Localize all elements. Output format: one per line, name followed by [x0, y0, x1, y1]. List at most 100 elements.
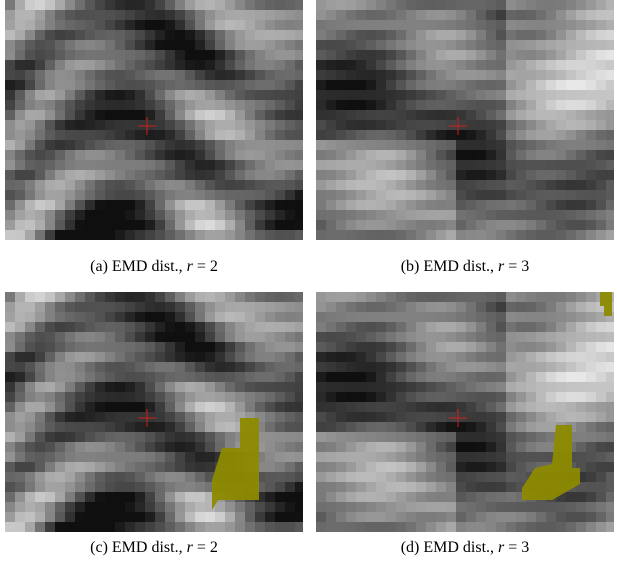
pixel	[356, 80, 366, 90]
pixel	[235, 70, 245, 80]
pixel	[5, 472, 15, 482]
pixel	[75, 200, 85, 210]
pixel	[135, 10, 145, 20]
pixel	[115, 302, 125, 312]
pixel	[456, 100, 466, 110]
caption-variable: r	[498, 539, 505, 556]
pixel	[556, 0, 566, 10]
pixel	[245, 402, 255, 412]
pixel	[506, 432, 516, 442]
pixel	[346, 312, 356, 322]
pixel	[496, 10, 506, 20]
pixel	[566, 10, 576, 20]
pixel	[566, 80, 576, 90]
pixel	[386, 180, 396, 190]
pixel	[75, 150, 85, 160]
pixel	[506, 220, 516, 230]
pixel	[436, 80, 446, 90]
pixel	[586, 10, 596, 20]
pixel	[476, 10, 486, 20]
pixel	[145, 140, 155, 150]
pixel	[5, 130, 15, 140]
pixel	[356, 412, 366, 422]
pixel	[586, 100, 596, 110]
pixel	[396, 522, 406, 532]
pixel	[596, 200, 606, 210]
pixel	[416, 292, 426, 302]
pixel	[426, 230, 436, 240]
pixel	[245, 40, 255, 50]
pixel	[155, 352, 165, 362]
pixel	[45, 140, 55, 150]
pixel	[25, 40, 35, 50]
pixel	[566, 372, 576, 382]
pixel	[576, 332, 586, 342]
pixel	[45, 150, 55, 160]
pixel	[165, 80, 175, 90]
pixel	[145, 462, 155, 472]
pixel	[386, 80, 396, 90]
pixel	[135, 90, 145, 100]
pixel	[536, 120, 546, 130]
pixel	[275, 190, 285, 200]
pixel	[275, 80, 285, 90]
pixel	[346, 100, 356, 110]
pixel	[295, 40, 303, 50]
pixel	[546, 322, 556, 332]
pixel	[406, 230, 416, 240]
pixel	[466, 110, 476, 120]
pixel	[596, 482, 606, 492]
pixel	[175, 50, 185, 60]
pixel	[456, 322, 466, 332]
pixel	[366, 210, 376, 220]
pixel	[95, 10, 105, 20]
pixel	[556, 502, 566, 512]
pixel	[326, 342, 336, 352]
pixel	[316, 130, 326, 140]
pixel	[526, 200, 536, 210]
pixel	[255, 40, 265, 50]
pixel	[546, 10, 556, 20]
pixel	[476, 170, 486, 180]
pixel	[506, 200, 516, 210]
pixel	[155, 452, 165, 462]
pixel	[255, 352, 265, 362]
pixel	[526, 180, 536, 190]
pixel	[245, 180, 255, 190]
pixel	[95, 80, 105, 90]
pixel	[215, 170, 225, 180]
pixel	[456, 230, 466, 240]
pixel	[326, 432, 336, 442]
pixel	[195, 412, 205, 422]
pixel	[15, 382, 25, 392]
pixel	[225, 512, 235, 522]
pixel	[55, 40, 65, 50]
pixel	[596, 352, 606, 362]
pixel	[316, 352, 326, 362]
pixel	[95, 402, 105, 412]
pixel	[295, 372, 303, 382]
pixel	[606, 190, 614, 200]
pixel	[55, 362, 65, 372]
pixel	[45, 372, 55, 382]
pixel	[285, 80, 295, 90]
pixel	[275, 302, 285, 312]
pixel	[596, 100, 606, 110]
pixel	[5, 20, 15, 30]
pixel	[446, 80, 456, 90]
pixel	[346, 392, 356, 402]
pixel	[466, 90, 476, 100]
pixel	[75, 342, 85, 352]
pixel	[426, 502, 436, 512]
pixel	[356, 392, 366, 402]
pixel	[526, 50, 536, 60]
pixel	[486, 140, 496, 150]
pixel	[516, 362, 526, 372]
pixel	[85, 160, 95, 170]
pixel	[596, 512, 606, 522]
pixel	[5, 512, 15, 522]
pixel	[65, 200, 75, 210]
pixel	[185, 412, 195, 422]
pixel	[526, 30, 536, 40]
pixel	[215, 60, 225, 70]
